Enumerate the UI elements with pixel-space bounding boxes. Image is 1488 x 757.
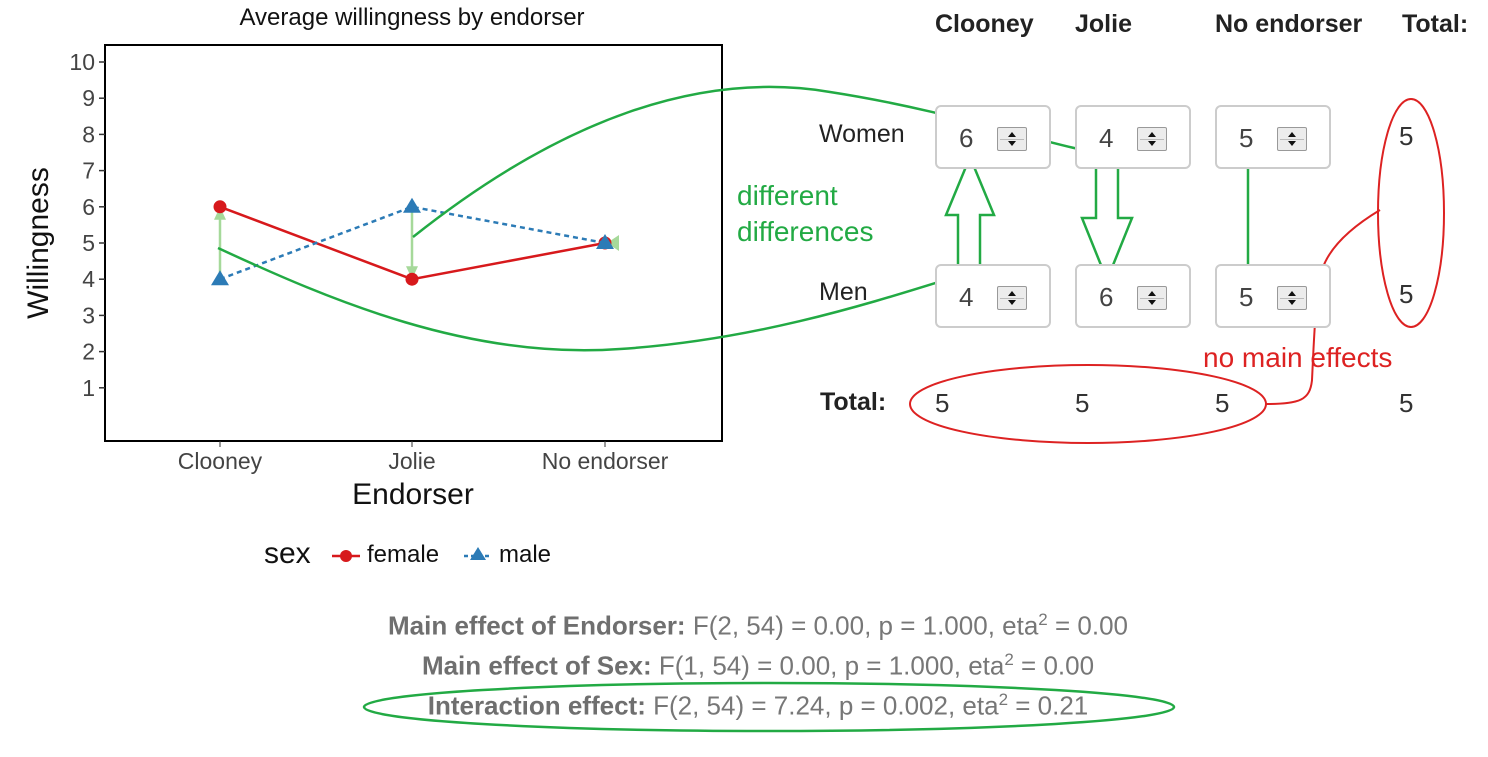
spinner-icon[interactable] [1277, 286, 1307, 310]
y-tick-label: 2 [82, 339, 95, 365]
stat-interaction-effect: Interaction effect: F(2, 54) = 7.24, p =… [0, 690, 1488, 722]
stat-text: F(1, 54) = 0.00, p = 1.000, eta [658, 650, 1005, 681]
no-endorser-column-total: 5 [1215, 388, 1230, 418]
interaction-ellipse [362, 681, 1176, 733]
women-no-endorser-input[interactable]: 5 [1215, 105, 1331, 169]
y-tick-label: 4 [82, 266, 95, 292]
spinner-icon[interactable] [997, 286, 1027, 310]
data-point-female [405, 272, 419, 286]
data-point-female [213, 200, 227, 214]
x-tick-label: Clooney [178, 448, 263, 474]
chart-title: Average willingness by endorser [239, 4, 584, 31]
legend-title: sex [264, 537, 311, 570]
y-tick-label: 10 [69, 49, 95, 75]
men-jolie-input[interactable]: 6 [1075, 264, 1191, 328]
legend-male-label: male [499, 541, 552, 568]
stat-text: F(2, 54) = 0.00, p = 1.000, eta [692, 610, 1039, 641]
legend-male-marker [470, 547, 486, 560]
series-line-male [219, 205, 606, 281]
cell-value: 4 [1099, 123, 1114, 153]
spinner-icon[interactable] [1277, 127, 1307, 151]
y-tick-label: 6 [82, 194, 95, 220]
y-tick-label: 7 [82, 158, 95, 184]
y-tick-label: 3 [82, 302, 95, 328]
stat-label: Interaction effect: [427, 690, 646, 721]
cell-value: 6 [1099, 282, 1114, 312]
data-point-male [403, 197, 421, 213]
green-connector-curve-lower [217, 246, 959, 352]
men-total: 5 [1399, 279, 1414, 309]
x-tick-label: Jolie [388, 448, 435, 474]
up-arrow-icon [944, 153, 996, 278]
row-total-ellipse [1377, 98, 1445, 328]
col-head-total: Total: [1402, 10, 1469, 38]
legend-keys [332, 547, 492, 562]
cell-value: 5 [1239, 282, 1254, 312]
stat-label: Main effect of Endorser: [388, 610, 686, 641]
spinner-icon[interactable] [1137, 286, 1167, 310]
col-head-clooney: Clooney [935, 10, 1034, 38]
col-head-no-endorser: No endorser [1215, 10, 1363, 38]
stat-sup: 2 [1038, 610, 1048, 629]
note-line-1: different [737, 180, 838, 211]
stat-text-end: = 0.00 [1013, 650, 1095, 681]
col-head-jolie: Jolie [1075, 10, 1132, 38]
women-jolie-input[interactable]: 4 [1075, 105, 1191, 169]
stat-text-end: = 0.21 [1008, 690, 1089, 721]
y-tick-label: 1 [82, 375, 95, 401]
stat-text: F(2, 54) = 7.24, p = 0.002, eta [653, 690, 999, 721]
no-main-effects-note: no main effects [1203, 342, 1393, 373]
men-clooney-input[interactable]: 4 [935, 264, 1051, 328]
data-point-male [211, 270, 229, 286]
y-tick-label: 5 [82, 230, 95, 256]
cell-value: 4 [959, 282, 974, 312]
different-differences-note: different differences [737, 178, 873, 250]
difference-arrow-head [607, 235, 619, 251]
men-no-endorser-input[interactable]: 5 [1215, 264, 1331, 328]
stat-label: Main effect of Sex: [421, 650, 652, 681]
y-tick-label: 9 [82, 85, 95, 111]
x-tick-label: No endorser [542, 448, 669, 474]
row-label-women: Women [819, 120, 905, 148]
y-axis-label: Willingness [22, 167, 55, 319]
cell-value: 5 [1239, 123, 1254, 153]
legend-female-marker [340, 550, 352, 562]
legend-female-label: female [367, 541, 440, 568]
women-clooney-input[interactable]: 6 [935, 105, 1051, 169]
stat-main-effect-endorser: Main effect of Endorser: F(2, 54) = 0.00… [0, 610, 1488, 642]
stat-sup: 2 [1004, 650, 1014, 669]
data-point-male [596, 234, 614, 249]
grand-total: 5 [1399, 388, 1414, 418]
y-tick-label: 8 [82, 121, 95, 147]
stat-sup: 2 [998, 690, 1009, 709]
stat-text-end: = 0.00 [1047, 610, 1128, 641]
jolie-column-total: 5 [1075, 388, 1090, 418]
stat-main-effect-sex: Main effect of Sex: F(1, 54) = 0.00, p =… [0, 650, 1488, 682]
down-arrow-icon [1080, 154, 1134, 284]
cell-value: 6 [959, 123, 974, 153]
row-label-men: Men [819, 278, 868, 306]
spinner-icon[interactable] [1137, 127, 1167, 151]
note-line-2: differences [737, 216, 874, 247]
x-axis-label: Endorser [352, 478, 474, 511]
women-total: 5 [1399, 121, 1414, 151]
clooney-column-total: 5 [935, 388, 950, 418]
total-row-label: Total: [820, 388, 887, 416]
spinner-icon[interactable] [997, 127, 1027, 151]
